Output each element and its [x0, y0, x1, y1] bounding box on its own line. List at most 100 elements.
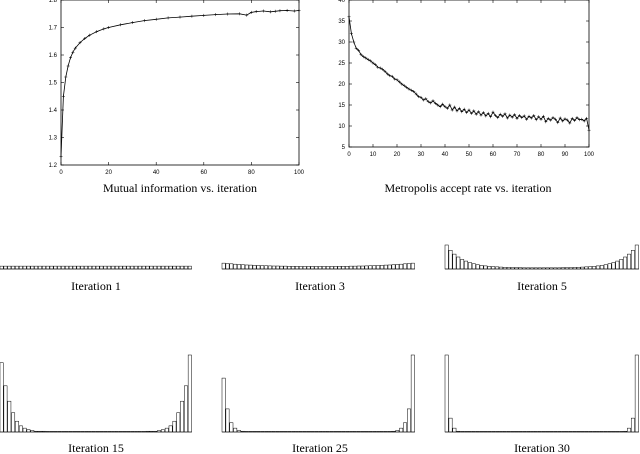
histogram-bar: [68, 265, 73, 270]
histogram-bar: [619, 259, 624, 270]
y-tick-label: 30: [338, 40, 345, 46]
histogram-bar: [38, 265, 42, 270]
histogram-bar: [603, 264, 608, 270]
data-point: [261, 9, 265, 13]
data-point: [556, 121, 560, 125]
data-point: [278, 9, 282, 13]
data-point: [498, 112, 502, 116]
histogram-bar: [403, 422, 407, 433]
data-point: [349, 32, 353, 36]
histogram-bar: [391, 264, 396, 270]
x-tick-label: 30: [418, 152, 425, 158]
histogram-bar: [325, 266, 330, 270]
data-point: [465, 111, 469, 115]
histogram-bar: [611, 262, 616, 270]
data-point: [268, 10, 272, 14]
data-point: [417, 95, 421, 99]
y-tick-label: 15: [338, 103, 345, 109]
histogram-bar: [345, 266, 350, 270]
histogram-bar: [410, 354, 415, 433]
chart-caption: Iteration 1: [71, 279, 121, 293]
histogram-bar: [103, 265, 108, 270]
chart-mi: 0 20 40 60 80 100 1.2 1.3 1.4 1.5 1.6 1.7 1.8 Mutual …: [49, 0, 305, 195]
histogram-bar: [3, 265, 8, 270]
data-point: [412, 90, 416, 94]
data-point: [445, 106, 449, 110]
histogram-bar: [233, 427, 238, 433]
data-point: [373, 63, 377, 67]
data-point: [503, 112, 507, 116]
data-point: [383, 69, 387, 73]
data-point: [436, 103, 440, 107]
histogram-bar: [452, 253, 457, 270]
histogram-bar: [168, 265, 173, 270]
histogram-bar: [310, 266, 315, 270]
data-point: [369, 59, 373, 63]
histogram-bar: [180, 265, 184, 270]
data-point: [433, 101, 437, 105]
histogram-bar: [237, 264, 241, 270]
data-point: [297, 8, 301, 12]
data-point: [395, 78, 399, 82]
y-tick-label: 20: [338, 82, 345, 88]
data-point: [469, 111, 473, 115]
histogram-bar: [596, 265, 600, 270]
histogram-bar: [57, 265, 62, 270]
histogram-bar: [468, 262, 472, 270]
x-tick-label: 20: [394, 152, 401, 158]
y-tick-label: 1.4: [49, 108, 58, 114]
histogram-bar: [452, 427, 457, 433]
y-tick-label: 1.7: [49, 26, 58, 32]
data-point: [529, 116, 533, 120]
histogram-bar: [295, 266, 299, 270]
data-point: [130, 21, 134, 25]
x-tick-label: 10: [370, 152, 377, 158]
histogram-bar: [475, 264, 480, 270]
histogram-bar: [399, 427, 404, 433]
histogram-bar: [444, 244, 449, 270]
histogram-bar: [634, 244, 639, 270]
data-point: [366, 58, 370, 62]
histogram-bar: [244, 264, 249, 270]
histogram-bar: [491, 266, 496, 270]
histogram-bar: [352, 265, 357, 270]
histogram-bar: [229, 422, 234, 433]
data-point: [66, 64, 70, 68]
data-point: [285, 8, 289, 12]
histogram-bar: [387, 264, 392, 270]
histogram-bar: [26, 429, 31, 433]
data-point: [402, 84, 406, 88]
data-point: [577, 118, 581, 122]
data-point: [347, 15, 351, 19]
data-point: [292, 9, 296, 13]
histogram-bar: [337, 266, 342, 270]
data-point: [354, 46, 358, 50]
data-point: [532, 114, 536, 117]
x-tick-label: 0: [59, 170, 63, 176]
histogram-bar: [483, 265, 488, 270]
data-point: [154, 17, 158, 21]
histogram-bar: [298, 266, 303, 270]
data-point: [448, 103, 452, 107]
histogram-bar: [322, 266, 326, 270]
histogram-bar: [407, 263, 411, 270]
x-tick-label: 40: [442, 152, 449, 158]
histogram-bar: [153, 265, 158, 270]
histogram-bar: [88, 265, 92, 270]
data-point: [575, 116, 579, 120]
y-tick-label: 1.6: [49, 53, 58, 59]
histogram-bar: [221, 262, 226, 270]
histogram-bar: [41, 265, 46, 270]
histogram-bar: [634, 354, 639, 433]
histogram-bar: [11, 412, 16, 433]
histogram-bar: [588, 266, 593, 270]
histogram-bar: [184, 385, 188, 433]
histogram-bar: [49, 265, 54, 270]
histogram-bar: [164, 427, 169, 433]
y-tick-label: 1.5: [49, 81, 58, 87]
x-tick-label: 20: [105, 170, 112, 176]
histogram-bar: [30, 265, 35, 270]
histogram-bar: [161, 265, 165, 270]
chart-caption: Iteration 5: [517, 279, 567, 293]
